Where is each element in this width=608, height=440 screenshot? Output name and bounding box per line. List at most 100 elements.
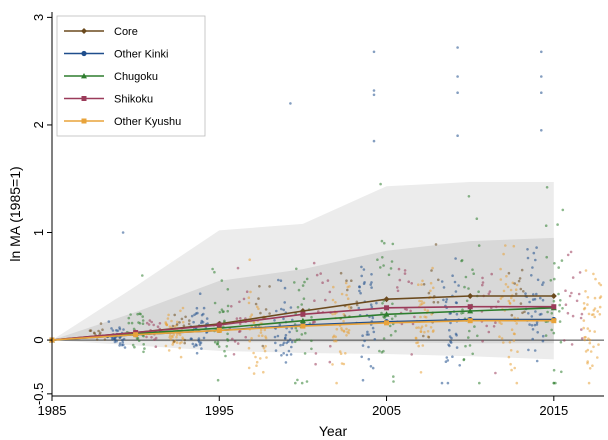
data-point — [582, 302, 586, 305]
series-marker-shikoku — [467, 304, 473, 310]
data-point — [530, 274, 533, 277]
data-point — [314, 352, 318, 355]
data-point — [485, 324, 489, 328]
data-point — [512, 299, 516, 302]
data-point — [381, 255, 384, 259]
outlier-point — [456, 134, 459, 137]
data-point — [583, 338, 587, 342]
data-point — [367, 333, 370, 336]
data-point — [427, 335, 431, 339]
data-point — [255, 305, 259, 309]
data-point — [513, 316, 516, 320]
data-point — [136, 336, 140, 340]
data-point — [498, 321, 502, 324]
data-point — [247, 301, 251, 305]
data-point — [557, 266, 560, 269]
data-point — [259, 357, 262, 360]
data-point — [515, 283, 519, 287]
data-point — [431, 266, 434, 270]
data-point — [339, 271, 343, 275]
series-marker-other-kyushu — [133, 332, 139, 338]
data-point — [514, 292, 518, 296]
data-point — [539, 296, 542, 300]
series-marker-other-kyushu — [300, 323, 306, 329]
data-point — [580, 328, 583, 331]
data-point — [554, 381, 557, 385]
data-point — [535, 321, 539, 324]
data-point — [467, 287, 470, 290]
data-point — [559, 340, 563, 344]
data-point — [147, 323, 151, 326]
data-point — [218, 311, 222, 314]
data-point — [358, 285, 361, 288]
y-tick-label: 0 — [31, 336, 46, 343]
data-point — [413, 315, 416, 319]
data-point — [490, 272, 494, 276]
data-point — [423, 308, 427, 312]
data-point — [361, 344, 365, 347]
data-point — [303, 352, 307, 355]
data-point — [346, 288, 349, 292]
series-marker-shikoku — [551, 304, 557, 310]
data-point — [335, 327, 339, 331]
outlier-point — [141, 274, 144, 277]
data-point — [566, 253, 570, 257]
data-point — [378, 349, 381, 353]
data-point — [178, 346, 181, 350]
data-point — [345, 279, 348, 283]
data-point — [263, 328, 267, 332]
data-point — [497, 300, 500, 303]
data-point — [520, 268, 524, 272]
data-point — [528, 323, 531, 326]
data-point — [488, 290, 492, 293]
data-point — [339, 352, 343, 356]
data-point — [411, 322, 415, 326]
data-point — [95, 338, 99, 341]
data-point — [345, 334, 348, 337]
data-point — [280, 307, 283, 311]
data-point — [255, 364, 258, 368]
data-point — [196, 311, 199, 315]
data-point — [558, 310, 561, 313]
data-point — [289, 306, 293, 309]
data-point — [556, 223, 559, 226]
data-point — [455, 346, 459, 349]
data-point — [424, 315, 428, 319]
data-point — [328, 290, 332, 294]
outlier-point — [372, 89, 376, 92]
data-point — [367, 357, 371, 361]
data-point — [508, 341, 512, 344]
data-point — [262, 370, 265, 374]
data-point — [141, 319, 145, 322]
data-point — [216, 340, 220, 344]
data-point — [276, 334, 280, 338]
data-point — [563, 339, 566, 342]
data-point — [293, 281, 296, 284]
outlier-point — [540, 129, 543, 132]
data-point — [192, 320, 195, 324]
data-point — [156, 325, 160, 329]
series-marker-chugoku — [383, 311, 390, 317]
data-point — [175, 333, 179, 337]
data-point — [507, 299, 511, 303]
data-point — [173, 325, 177, 328]
data-point — [598, 313, 602, 316]
x-tick-label: 1995 — [205, 403, 234, 418]
data-point — [426, 309, 430, 313]
data-point — [588, 367, 592, 370]
data-point — [392, 375, 395, 378]
data-point — [540, 312, 543, 316]
data-point — [557, 292, 560, 296]
data-point — [545, 255, 548, 259]
data-point — [331, 363, 334, 366]
data-point — [213, 340, 217, 344]
data-point — [110, 327, 113, 330]
data-point — [189, 337, 193, 341]
data-point — [247, 346, 251, 350]
data-point — [454, 301, 458, 304]
legend-marker-core — [81, 28, 87, 34]
data-point — [415, 326, 418, 330]
data-point — [300, 333, 304, 336]
series-marker-other-kyushu — [216, 327, 222, 333]
